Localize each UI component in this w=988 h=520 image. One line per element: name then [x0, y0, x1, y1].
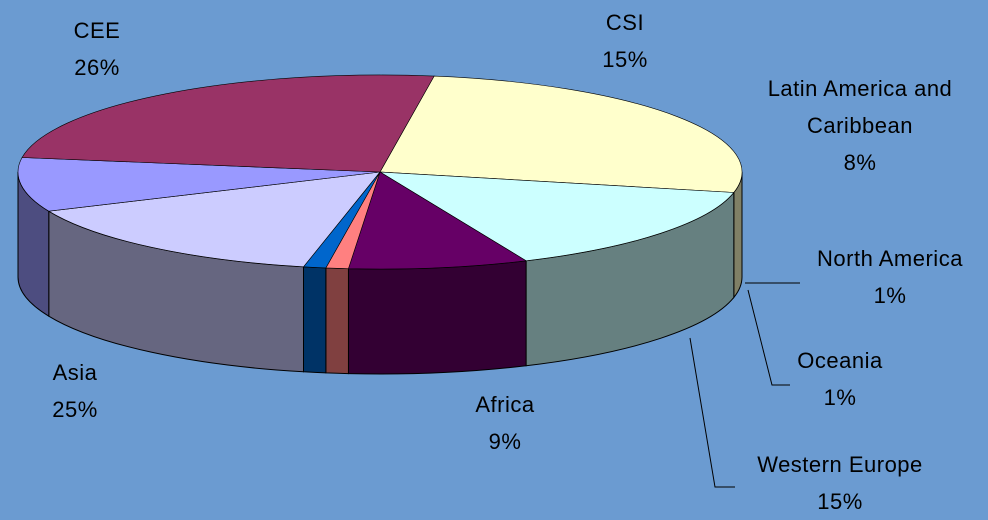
- label-value: 15%: [602, 47, 648, 72]
- pie-side: [325, 267, 349, 375]
- label-name: Asia: [52, 360, 98, 385]
- label-value: 26%: [74, 55, 120, 80]
- label-name: Oceania: [797, 348, 883, 373]
- leader-line: [689, 337, 735, 488]
- data-label: CEE 26%: [27, 12, 167, 86]
- pie-side: [347, 260, 527, 375]
- pie-slice: [17, 157, 381, 212]
- label-name: CEE: [73, 18, 121, 43]
- data-label: Africa 9%: [435, 386, 575, 460]
- data-label: Asia 25%: [5, 354, 145, 428]
- label-name: CSI: [605, 10, 645, 35]
- data-label: CSI 15%: [555, 4, 695, 78]
- data-label: North America 1%: [790, 240, 988, 314]
- label-value: 8%: [843, 150, 877, 175]
- pie-slice: [348, 171, 527, 270]
- label-name: Africa: [475, 392, 535, 417]
- label-name: North America: [817, 246, 963, 271]
- pie-slice: [47, 171, 381, 268]
- data-label: Oceania 1%: [760, 342, 920, 416]
- label-name: Latin America and Caribbean: [767, 76, 953, 138]
- label-value: 1%: [873, 283, 907, 308]
- pie-side: [303, 266, 327, 374]
- label-value: 1%: [823, 385, 857, 410]
- pie-slice: [379, 75, 743, 193]
- pie-slice: [21, 74, 435, 173]
- label-value: 15%: [817, 489, 863, 514]
- label-value: 25%: [52, 397, 98, 422]
- label-value: 9%: [488, 429, 522, 454]
- data-label: Latin America and Caribbean 8%: [730, 70, 988, 181]
- data-label: Western Europe 15%: [720, 446, 960, 520]
- label-name: Western Europe: [757, 452, 923, 477]
- leader-line: [747, 289, 790, 386]
- pie-slice: [379, 171, 735, 262]
